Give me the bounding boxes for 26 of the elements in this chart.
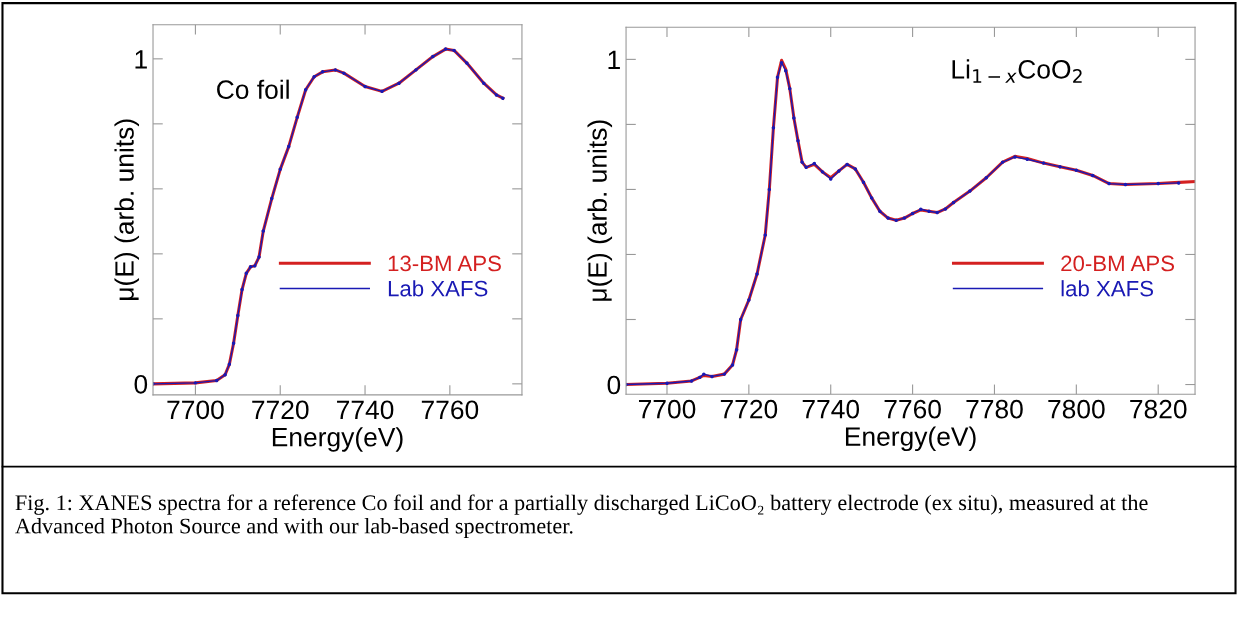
y-axis-title: μ(E) (arb. units): [114, 119, 140, 300]
y-tick-label: 0: [134, 374, 148, 394]
legend-label: 20-BM APS: [1061, 255, 1175, 272]
annotation: Co foil: [217, 79, 289, 100]
y-tick-label: 1: [608, 50, 620, 69]
caption: Fig. 1: XANES spectra for a reference Co foil and for a partially discharged LiCoO₂ battery electrode (ex situ), measured at the Advanced Photon Source and with our lab-based spectrometer.: [15, 494, 1148, 539]
x-tick-label: 7720: [252, 400, 309, 420]
x-tick-label: 7800: [1048, 399, 1105, 419]
y-tick-label: 1: [135, 50, 147, 69]
legend-label: Lab XAFS: [388, 280, 488, 297]
x-tick-label: 7740: [337, 400, 394, 420]
x-tick-label: 7720: [720, 399, 778, 419]
x-tick-label: 7780: [966, 399, 1023, 419]
legend-label: 13-BM APS: [388, 255, 501, 272]
x-axis-title: Energy(eV): [272, 427, 403, 452]
y-tick-label: 0: [607, 375, 621, 395]
y-axis-title: μ(E) (arb. units): [587, 120, 613, 301]
x-axis-title: Energy(eV): [845, 426, 976, 452]
x-tick-label: 7700: [638, 399, 696, 419]
x-tick-label: 7760: [421, 400, 479, 420]
x-tick-label: 7700: [167, 400, 224, 420]
x-tick-label: 7740: [802, 399, 860, 419]
legend-label: lab XAFS: [1061, 280, 1154, 297]
x-tick-label: 7760: [884, 399, 941, 419]
annotation: Li$_{1−x}$CoO$_{2}$: [952, 59, 1082, 83]
x-tick-label: 7820: [1130, 399, 1187, 419]
